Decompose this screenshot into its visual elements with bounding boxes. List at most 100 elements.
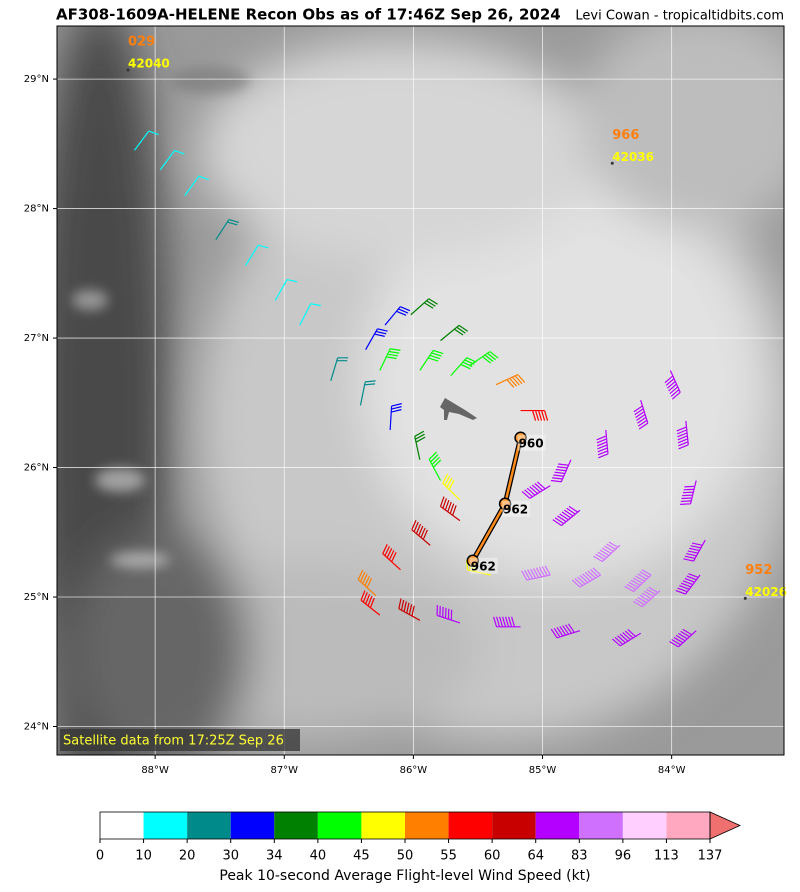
- wind-barb: [398, 598, 421, 621]
- colorbar-cell: [187, 812, 231, 839]
- wind-barb: [411, 519, 431, 546]
- wind-barb: [442, 473, 461, 501]
- fix-point: [514, 431, 527, 445]
- wind-barb: [133, 130, 159, 151]
- fix-pressure: 962: [471, 559, 496, 573]
- colorbar-tick-label: 10: [135, 849, 152, 864]
- wind-barb: [521, 481, 551, 499]
- colorbar-label: Peak 10-second Average Flight-level Wind…: [219, 868, 590, 884]
- wind-barb: [633, 400, 649, 430]
- wind-barb: [384, 306, 411, 326]
- station-point: [610, 161, 614, 165]
- fix-point: [466, 554, 480, 568]
- wind-barb: [414, 430, 426, 460]
- wind-barb: [469, 351, 499, 366]
- wind-barb: [624, 569, 652, 593]
- colorbar-extend: [709, 811, 741, 840]
- colorbar-tick-label: 34: [266, 849, 283, 864]
- wind-barb: [215, 218, 240, 240]
- colorbar-tick-label: 83: [571, 849, 588, 864]
- colorbar-cell: [492, 812, 536, 839]
- x-tick-label: 87°W: [270, 765, 298, 776]
- wind-barb: [612, 629, 641, 647]
- colorbar: 0 10 20 30 34 40 45 50 55 60 64 83 96 113 137: [96, 811, 741, 864]
- wind-barb: [274, 278, 298, 301]
- x-tick-label: 86°W: [400, 765, 428, 776]
- center-fixes: 962 962 960: [466, 431, 546, 574]
- y-tick-label: 26°N: [24, 463, 49, 474]
- station-point: [126, 68, 130, 72]
- wind-barb: [520, 409, 549, 421]
- wind-barb: [550, 459, 572, 483]
- station-pressure: 966: [612, 128, 639, 143]
- colorbar-tick-label: 113: [654, 849, 679, 864]
- y-tick-label: 29°N: [24, 74, 49, 85]
- wind-barb: [450, 357, 477, 377]
- fix-label-box: [502, 500, 531, 517]
- satellite-image: [57, 26, 784, 755]
- wind-barb: [245, 244, 269, 266]
- fix-point: [498, 497, 512, 511]
- note-box: [60, 729, 300, 751]
- colorbar-tick-label: 45: [353, 849, 370, 864]
- colorbar-cell: [274, 812, 318, 839]
- fix-pressure: 962: [503, 502, 528, 516]
- fix-label-box: [517, 434, 546, 451]
- map-frame: [56, 25, 785, 756]
- y-tick-label: 24°N: [24, 722, 49, 733]
- colorbar-cell: [535, 812, 580, 839]
- wind-barb: [675, 573, 701, 595]
- wind-barb: [360, 590, 381, 616]
- wind-barb: [330, 357, 349, 381]
- satellite-note: Satellite data from 17:25Z Sep 26: [63, 734, 284, 749]
- wind-barb: [676, 420, 689, 450]
- wind-barb: [299, 303, 322, 326]
- aircraft-icon: [440, 398, 477, 420]
- wind-barb: [683, 539, 706, 562]
- y-tick-label: 27°N: [24, 333, 49, 344]
- wind-barb: [439, 496, 461, 522]
- colorbar-tick-label: 55: [440, 849, 457, 864]
- wind-barb: [428, 451, 442, 481]
- x-tick-label: 85°W: [529, 765, 557, 776]
- wind-barb: [410, 298, 438, 316]
- y-tick-label: 25°N: [24, 592, 49, 603]
- wind-barb: [552, 505, 581, 526]
- wind-barb: [436, 604, 461, 624]
- fix-pressure: 960: [519, 436, 544, 450]
- colorbar-cell: [405, 812, 449, 839]
- colorbar-tick-label: 40: [310, 849, 327, 864]
- station-id: 42040: [128, 57, 170, 71]
- wind-barb: [596, 429, 609, 459]
- wind-barb: [669, 628, 697, 648]
- wind-barb: [521, 565, 551, 581]
- wind-barb: [379, 348, 401, 371]
- colorbar-cell: [579, 812, 623, 839]
- colorbar-tick-label: 60: [484, 849, 501, 864]
- colorbar-cell: [100, 812, 144, 839]
- colorbar-cell: [666, 812, 710, 839]
- wind-barb: [184, 175, 209, 196]
- wind-barb: [382, 544, 401, 571]
- station-point: [743, 596, 747, 600]
- colorbar-tick-label: 20: [179, 849, 196, 864]
- wind-barb: [495, 374, 526, 388]
- colorbar-tick-label: 50: [397, 849, 414, 864]
- fix-label-box: [469, 557, 498, 574]
- wind-barb: [440, 324, 469, 342]
- wind-barb: [419, 349, 444, 371]
- colorbar-tick-label: 30: [222, 849, 239, 864]
- y-tick-label: 28°N: [24, 204, 49, 215]
- colorbar-cell: [361, 812, 405, 839]
- station-pressure: 029: [128, 35, 155, 50]
- colorbar-cell: [143, 812, 188, 839]
- station-id: 42036: [612, 150, 654, 164]
- colorbar-cell: [317, 812, 362, 839]
- credit: Levi Cowan - tropicaltidbits.com: [575, 9, 784, 24]
- station-id: 42026: [745, 585, 787, 599]
- x-tick-label: 84°W: [658, 765, 686, 776]
- wind-barb: [664, 370, 681, 400]
- grid: 88°W 87°W 86°W 85°W 84°W 24°N 25°N 26°N 27°N 28°N…: [24, 26, 784, 776]
